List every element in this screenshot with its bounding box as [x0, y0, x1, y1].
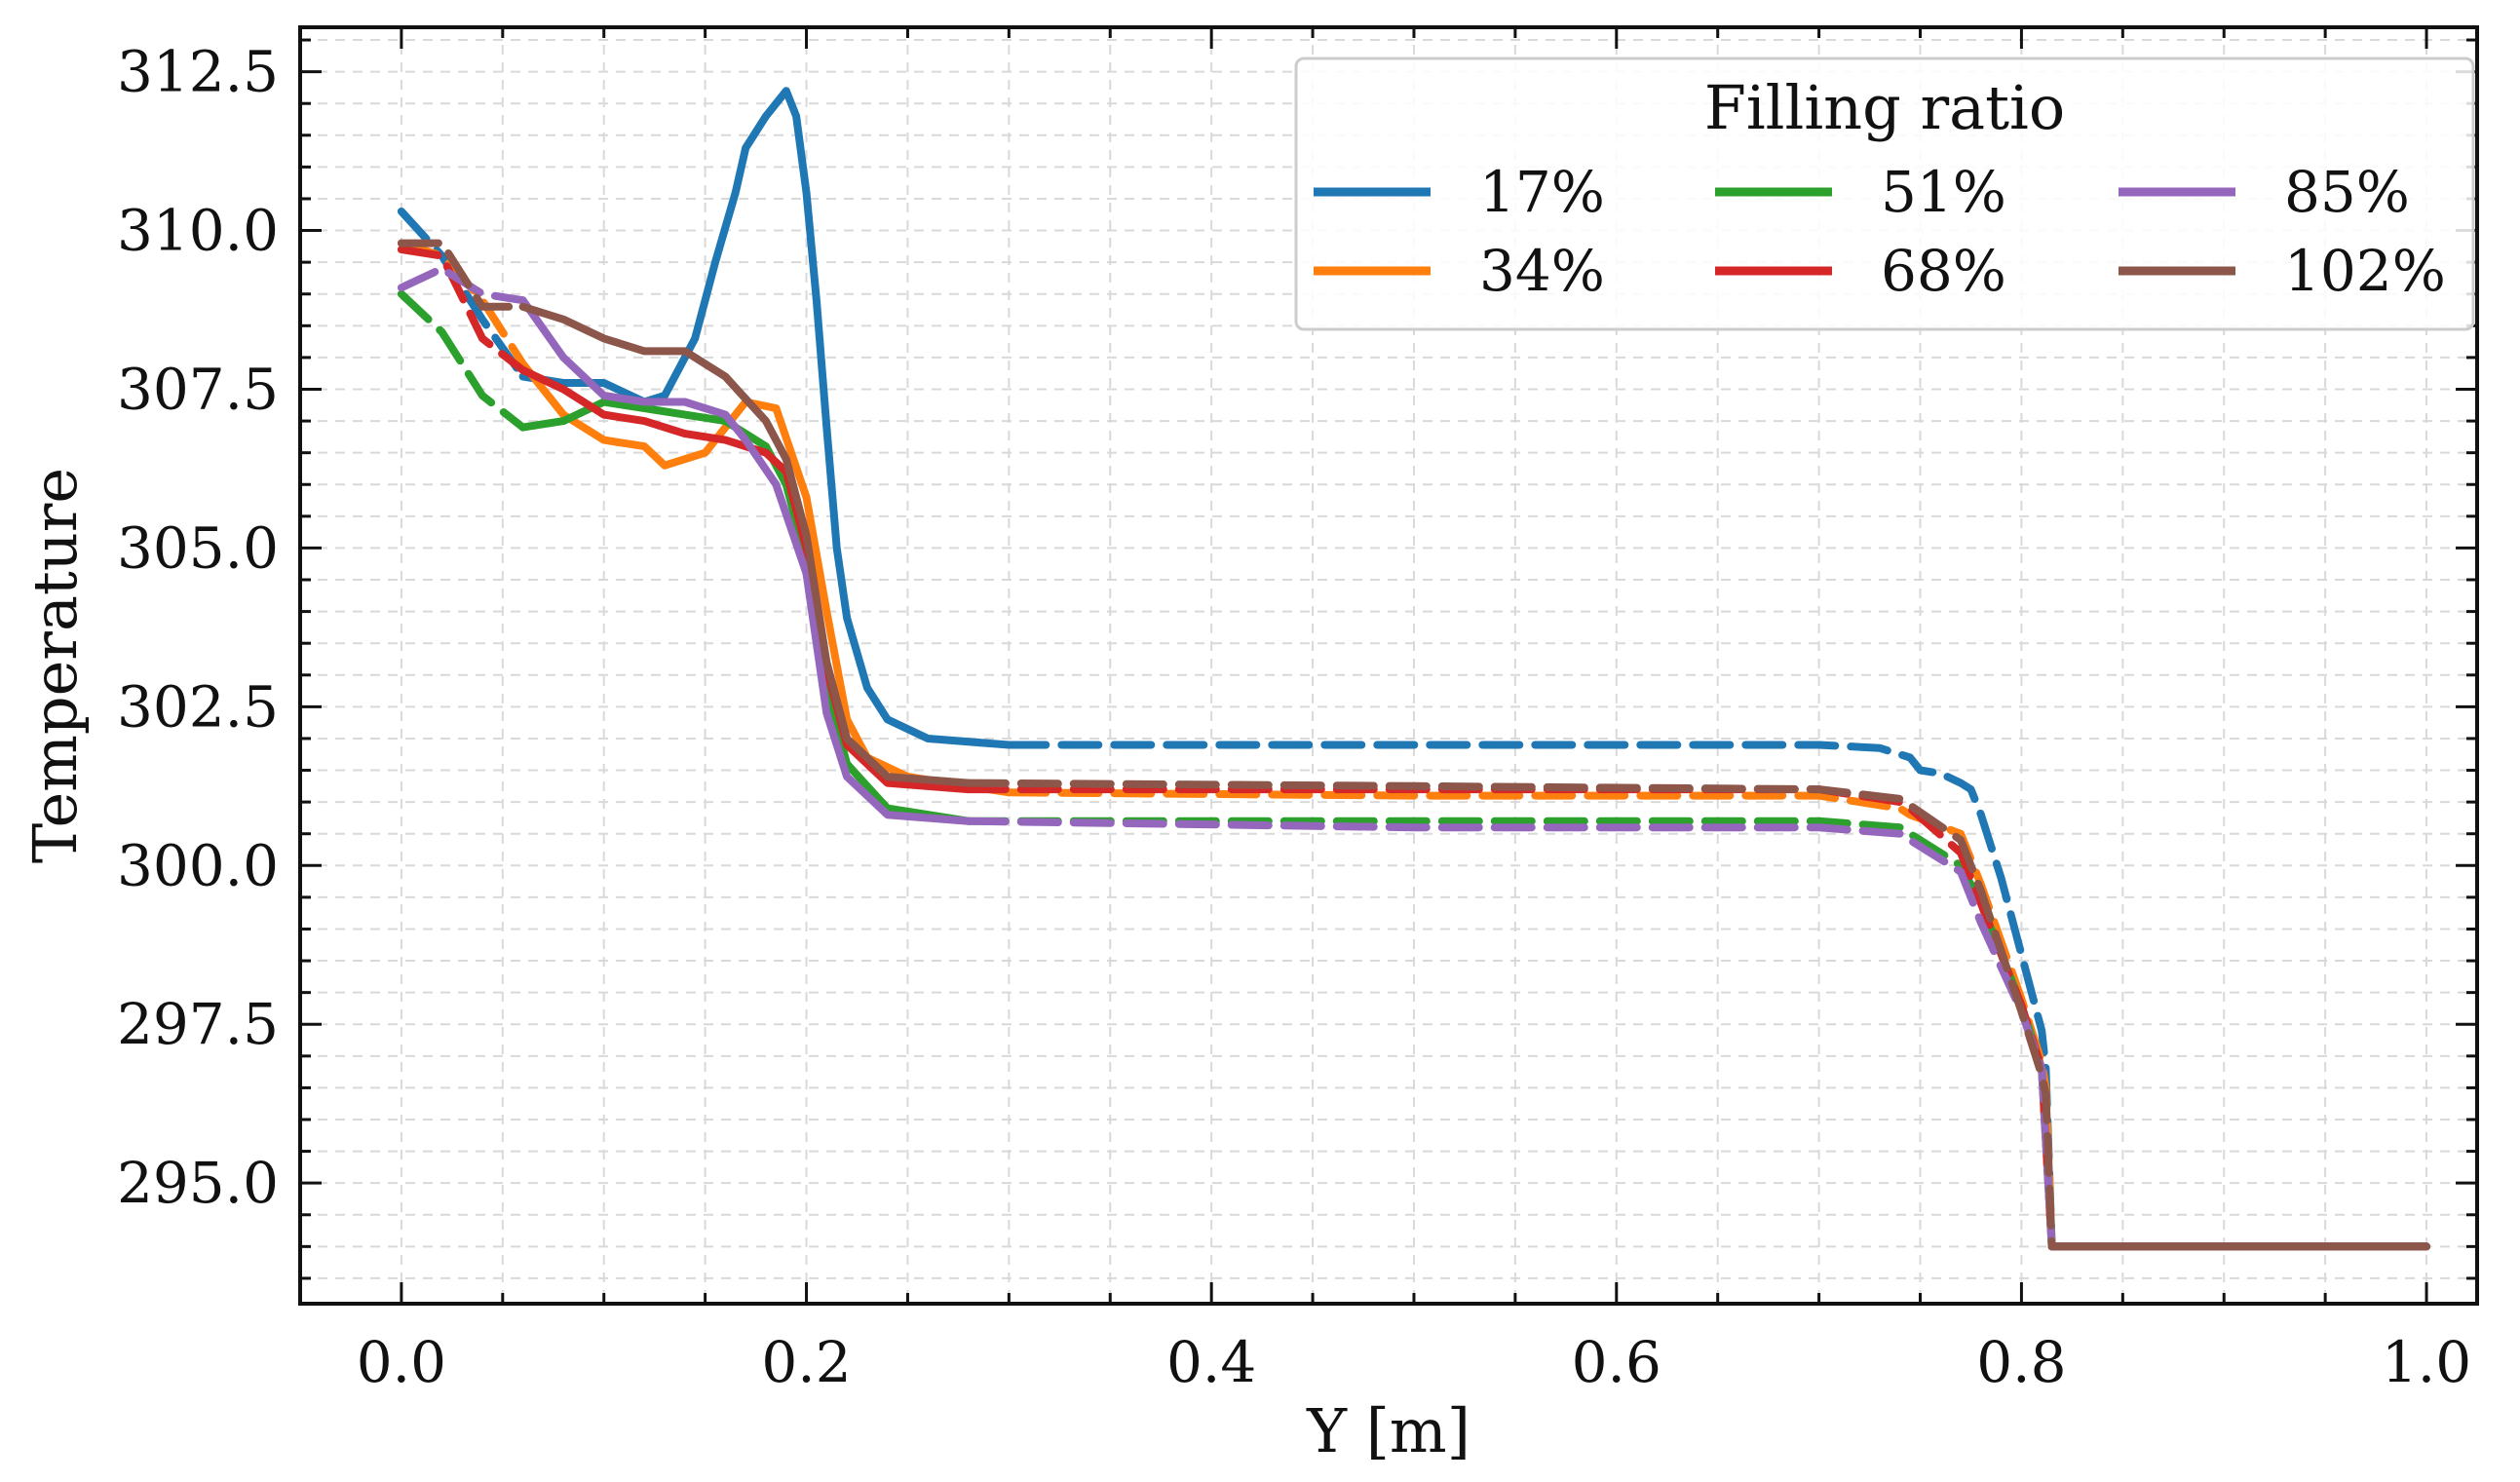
series-line-68pct [397, 246, 527, 374]
x-tick-label: 0.4 [1166, 1329, 1256, 1395]
y-tick-label: 312.5 [117, 39, 279, 105]
x-tick-label: 0.2 [761, 1329, 851, 1395]
y-axis-label: Temperature [19, 468, 91, 863]
legend-label: 34% [1479, 238, 1605, 304]
series-lines [397, 87, 2430, 1251]
series-line-102pct [964, 779, 2056, 1251]
y-tick-label: 307.5 [117, 356, 279, 422]
legend-label: 85% [2284, 159, 2410, 225]
x-tick-label: 0.8 [1976, 1329, 2066, 1395]
y-tick-label: 310.0 [117, 198, 279, 264]
legend-label: 17% [1479, 159, 1605, 225]
series-line-17pct [397, 208, 527, 381]
series-line-102pct [518, 302, 973, 787]
axis-ticks [298, 27, 2477, 1304]
series-line-17pct [1005, 741, 2056, 1251]
legend: Filling ratio 17% 34% 51% 68% 85% 102% [1294, 57, 2475, 331]
x-tick-label: 1.0 [2382, 1329, 2471, 1395]
y-tick-label: 302.5 [117, 673, 279, 740]
y-tick-labels: 295.0 297.5 300.0 302.5 305.0 307.5 310.0 312.5 [117, 39, 279, 1217]
legend-label: 51% [1881, 159, 2006, 225]
series-line-85pct [518, 296, 973, 825]
series-line-68pct [518, 365, 973, 794]
plot-frame [298, 25, 2479, 1306]
series-line-51pct [397, 289, 527, 432]
series-102pct [397, 239, 2430, 1251]
legend-items: 17% 34% 51% 68% 85% 102% [1314, 159, 2446, 304]
y-tick-label: 300.0 [117, 832, 279, 898]
y-tick-label: 297.5 [117, 991, 279, 1057]
x-tick-labels: 0.0 0.2 0.4 0.6 0.8 1.0 [357, 1329, 2471, 1395]
y-tick-label: 295.0 [117, 1150, 279, 1216]
x-axis-label: Y [m] [1306, 1395, 1470, 1466]
legend-label: 102% [2284, 238, 2446, 304]
y-tick-label: 305.0 [117, 514, 279, 581]
series-line-102pct [397, 239, 527, 311]
legend-title: Filling ratio [1704, 72, 2065, 143]
x-tick-label: 0.0 [357, 1329, 446, 1395]
legend-label: 68% [1881, 238, 2006, 304]
x-tick-label: 0.6 [1572, 1329, 1661, 1395]
legend-box [1294, 57, 2475, 331]
